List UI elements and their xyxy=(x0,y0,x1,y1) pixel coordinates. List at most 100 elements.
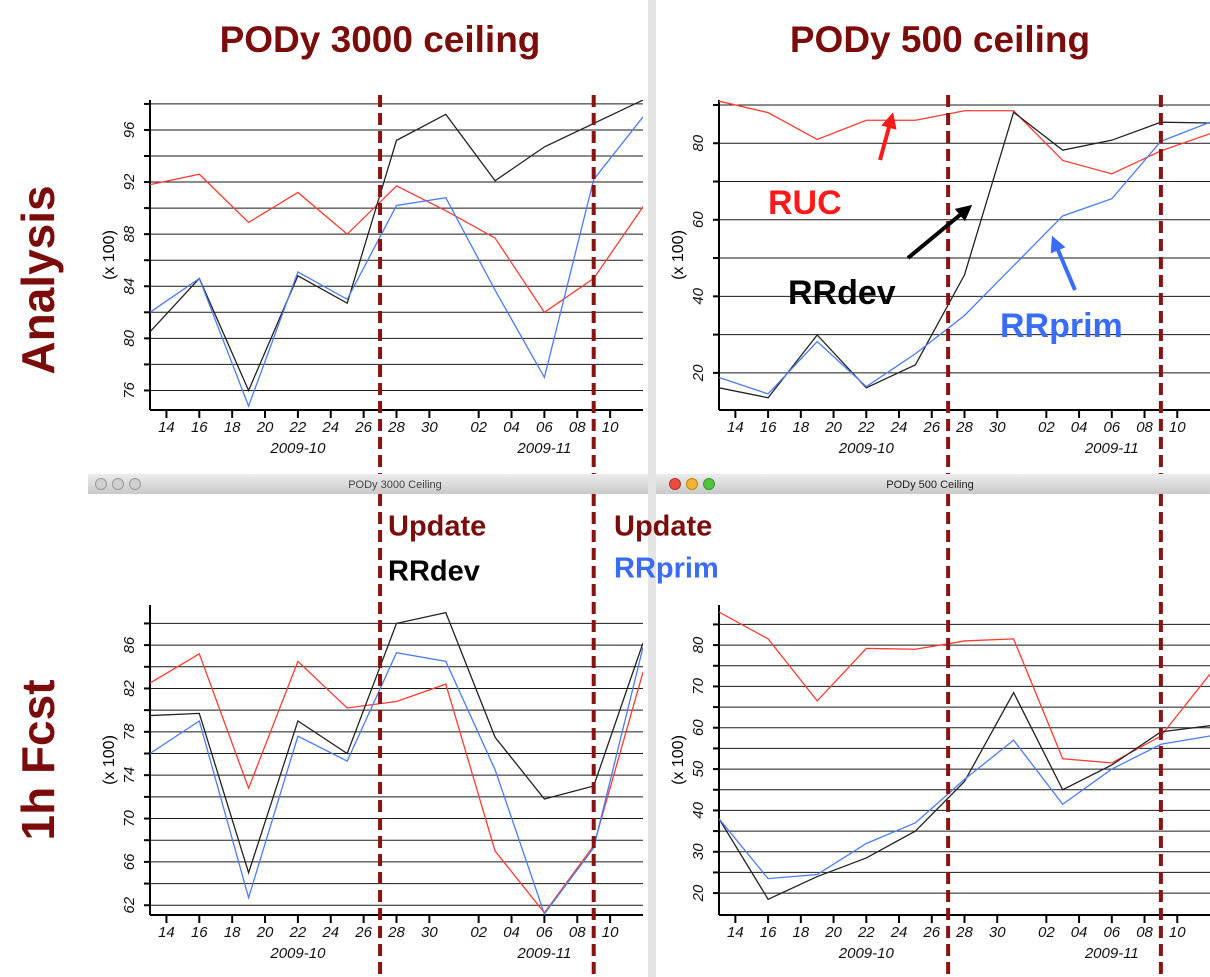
y-axis-label: (x 100) xyxy=(101,230,118,280)
x-tick-label: 30 xyxy=(989,924,1006,941)
series-line xyxy=(150,654,643,913)
y-tick-label: 66 xyxy=(121,853,138,870)
x-tick-label: 10 xyxy=(1169,419,1186,436)
x-tick-label: 28 xyxy=(955,924,973,941)
month-label: 2009-11 xyxy=(516,440,571,457)
column-title: PODy 3000 ceiling xyxy=(220,19,541,60)
y-tick-label: 70 xyxy=(690,677,707,694)
x-tick-label: 22 xyxy=(289,924,307,941)
series-line xyxy=(150,117,643,406)
separator xyxy=(648,0,656,977)
x-tick-label: 04 xyxy=(1071,924,1088,941)
x-tick-label: 20 xyxy=(256,419,274,436)
y-tick-label: 74 xyxy=(121,767,138,784)
x-tick-label: 04 xyxy=(503,419,520,436)
x-tick-label: 22 xyxy=(857,419,875,436)
x-tick-label: 06 xyxy=(1103,924,1120,941)
y-tick-label: 78 xyxy=(121,723,138,740)
month-label: 2009-11 xyxy=(1084,440,1139,457)
row-label: Analysis xyxy=(12,185,64,374)
arrow xyxy=(880,120,891,160)
series-line xyxy=(719,736,1210,879)
chart: 20304050607080(x 100)1416182022242628300… xyxy=(670,494,1210,977)
y-tick-label: 80 xyxy=(121,329,138,346)
annotation: RRprim xyxy=(1000,307,1123,345)
series-group xyxy=(719,101,1210,398)
x-tick-label: 26 xyxy=(922,419,940,436)
y-tick-label: 20 xyxy=(690,364,707,382)
x-tick-label: 06 xyxy=(1103,419,1120,436)
x-tick-label: 30 xyxy=(421,924,438,941)
x-tick-label: 18 xyxy=(224,419,241,436)
x-tick-label: 02 xyxy=(470,924,487,941)
series-group xyxy=(719,612,1210,899)
series-line xyxy=(150,174,643,312)
x-tick-label: 06 xyxy=(536,924,553,941)
x-tick-label: 16 xyxy=(760,924,777,941)
x-tick-label: 14 xyxy=(158,419,175,436)
y-tick-label: 86 xyxy=(121,636,138,653)
month-label: 2009-10 xyxy=(838,440,895,457)
y-tick-label: 60 xyxy=(690,211,707,228)
series-line xyxy=(719,101,1210,174)
y-axis-label: (x 100) xyxy=(670,735,687,785)
update-model: RRprim xyxy=(614,553,719,585)
y-tick-label: 96 xyxy=(121,121,138,138)
y-tick-label: 40 xyxy=(690,801,707,818)
window-title: PODy 500 Ceiling xyxy=(886,479,973,491)
x-tick-label: 08 xyxy=(569,419,586,436)
x-tick-label: 24 xyxy=(890,924,908,941)
update-model: RRdev xyxy=(388,556,480,588)
annotation: RRdev xyxy=(788,274,896,312)
x-tick-label: 20 xyxy=(824,419,842,436)
x-tick-label: 28 xyxy=(387,924,405,941)
y-tick-label: 82 xyxy=(121,679,138,696)
x-tick-label: 10 xyxy=(602,924,619,941)
x-tick-label: 26 xyxy=(354,419,372,436)
month-label: 2009-10 xyxy=(269,945,326,962)
y-tick-label: 80 xyxy=(690,134,707,151)
x-tick-label: 30 xyxy=(989,419,1006,436)
series-line xyxy=(150,647,643,914)
update-title: Update xyxy=(614,511,712,543)
x-tick-label: 30 xyxy=(421,419,438,436)
arrow xyxy=(1055,243,1075,290)
y-tick-label: 30 xyxy=(690,843,707,860)
x-tick-label: 08 xyxy=(1136,419,1153,436)
x-tick-label: 10 xyxy=(602,419,619,436)
y-axis-label: (x 100) xyxy=(670,230,687,280)
x-tick-label: 16 xyxy=(191,924,208,941)
annotation: RUC xyxy=(768,184,842,222)
x-tick-label: 18 xyxy=(792,924,809,941)
x-tick-label: 02 xyxy=(1038,924,1055,941)
x-tick-label: 02 xyxy=(470,419,487,436)
arrow xyxy=(908,210,966,258)
x-tick-label: 18 xyxy=(792,419,809,436)
series-group xyxy=(150,613,643,914)
x-tick-label: 24 xyxy=(321,419,339,436)
y-tick-label: 92 xyxy=(121,173,138,190)
x-tick-label: 24 xyxy=(321,924,339,941)
y-axis-label: (x 100) xyxy=(101,735,118,785)
row-label: 1h Fcst xyxy=(12,679,64,840)
y-tick-label: 84 xyxy=(121,278,138,295)
month-label: 2009-11 xyxy=(516,945,571,962)
series-line xyxy=(150,100,643,390)
x-tick-label: 18 xyxy=(224,924,241,941)
x-tick-label: 16 xyxy=(760,419,777,436)
x-tick-label: 14 xyxy=(727,419,744,436)
month-label: 2009-10 xyxy=(838,945,895,962)
series-group xyxy=(150,100,643,406)
x-tick-label: 06 xyxy=(536,419,553,436)
figure: PODy 3000 Ceiling PODy 500 Ceiling PODy … xyxy=(0,0,1210,977)
y-tick-label: 40 xyxy=(690,287,707,304)
y-tick-label: 20 xyxy=(690,884,707,902)
y-tick-label: 88 xyxy=(121,225,138,242)
y-tick-label: 50 xyxy=(690,760,707,777)
x-tick-label: 22 xyxy=(857,924,875,941)
series-line xyxy=(719,612,1210,763)
series-line xyxy=(719,693,1210,900)
